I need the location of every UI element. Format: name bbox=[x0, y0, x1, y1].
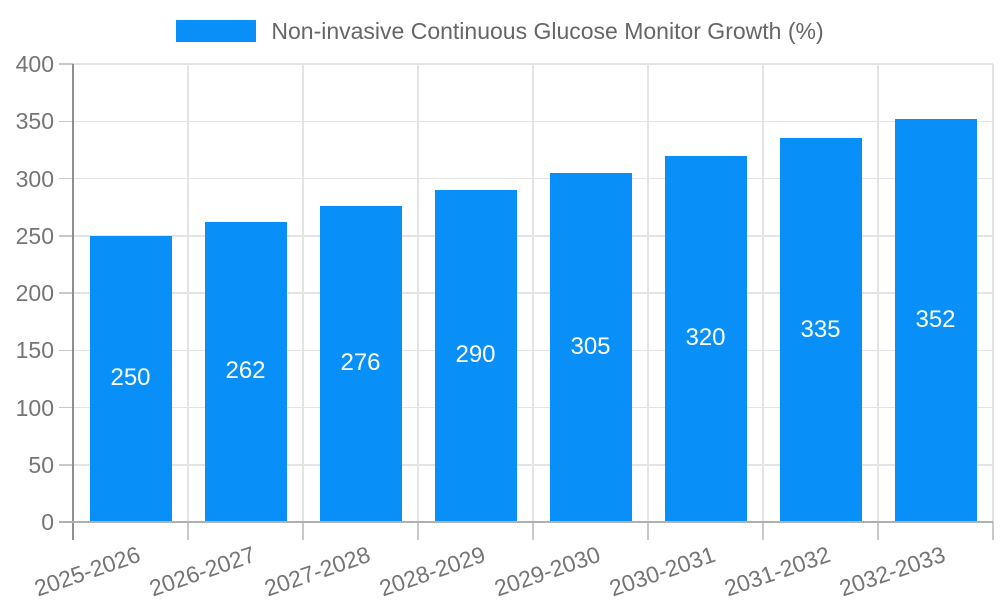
bar-value: 250 bbox=[110, 364, 151, 392]
gridline-v bbox=[647, 64, 649, 522]
y-tick-label: 50 bbox=[28, 451, 54, 478]
y-tick bbox=[59, 292, 73, 294]
bar-value: 276 bbox=[340, 349, 381, 377]
x-tick-label: 2032-2033 bbox=[835, 541, 948, 600]
bar[interactable]: 305 bbox=[549, 172, 632, 521]
y-tick bbox=[59, 235, 73, 237]
bar-value: 262 bbox=[225, 357, 266, 385]
y-tick-label: 400 bbox=[15, 51, 54, 77]
y-tick-label: 350 bbox=[15, 108, 54, 135]
bar-value: 352 bbox=[915, 305, 956, 333]
legend[interactable]: Non-invasive Continuous Glucose Monitor … bbox=[0, 17, 1000, 45]
x-tick-label: 2031-2032 bbox=[720, 541, 833, 600]
x-tick bbox=[417, 522, 419, 540]
y-tick-label: 300 bbox=[15, 165, 54, 192]
gridline-v bbox=[532, 64, 534, 522]
y-tick bbox=[59, 349, 73, 351]
x-tick-label: 2025-2026 bbox=[30, 541, 143, 600]
gridline-v bbox=[187, 64, 189, 522]
bar[interactable]: 262 bbox=[204, 222, 287, 521]
y-tick-label: 100 bbox=[15, 394, 54, 421]
gridline-v bbox=[877, 64, 879, 522]
bar[interactable]: 352 bbox=[894, 118, 977, 521]
y-tick bbox=[59, 177, 73, 180]
y-tick-label: 200 bbox=[15, 280, 54, 306]
y-tick bbox=[59, 63, 73, 65]
x-tick-label: 2030-2031 bbox=[605, 541, 718, 600]
legend-swatch bbox=[176, 20, 257, 42]
x-tick-label: 2028-2029 bbox=[375, 541, 488, 600]
y-tick bbox=[59, 120, 73, 122]
x-tick-label: 2027-2028 bbox=[260, 541, 373, 600]
bar[interactable]: 320 bbox=[664, 155, 747, 521]
axis-line-y bbox=[72, 64, 74, 540]
bar[interactable]: 276 bbox=[319, 205, 402, 521]
x-tick bbox=[302, 522, 304, 540]
legend-label: Non-invasive Continuous Glucose Monitor … bbox=[271, 17, 824, 44]
gridline-v bbox=[417, 64, 419, 522]
bar-value: 335 bbox=[800, 315, 841, 343]
gridline-v bbox=[302, 64, 304, 522]
x-tick-label: 2026-2027 bbox=[145, 541, 258, 600]
x-tick-label: 2029-2030 bbox=[490, 541, 603, 600]
y-tick-label: 150 bbox=[15, 337, 54, 364]
bar[interactable]: 250 bbox=[89, 235, 172, 521]
bar[interactable]: 290 bbox=[434, 189, 517, 521]
gridline-v bbox=[992, 64, 994, 522]
x-tick bbox=[877, 522, 879, 540]
y-tick bbox=[59, 406, 73, 409]
bar-value: 320 bbox=[685, 324, 726, 352]
y-tick bbox=[59, 464, 73, 466]
bar-value: 305 bbox=[570, 332, 611, 360]
gridline-v bbox=[762, 64, 764, 522]
x-tick bbox=[647, 522, 649, 540]
axis-line-x bbox=[59, 521, 993, 523]
x-tick bbox=[762, 522, 764, 540]
x-tick bbox=[992, 522, 994, 540]
x-tick bbox=[532, 522, 534, 540]
bar-value: 290 bbox=[455, 341, 496, 369]
bar[interactable]: 335 bbox=[779, 138, 862, 521]
x-tick bbox=[187, 522, 189, 540]
y-tick-label: 0 bbox=[41, 509, 54, 535]
y-tick-label: 250 bbox=[15, 222, 54, 249]
